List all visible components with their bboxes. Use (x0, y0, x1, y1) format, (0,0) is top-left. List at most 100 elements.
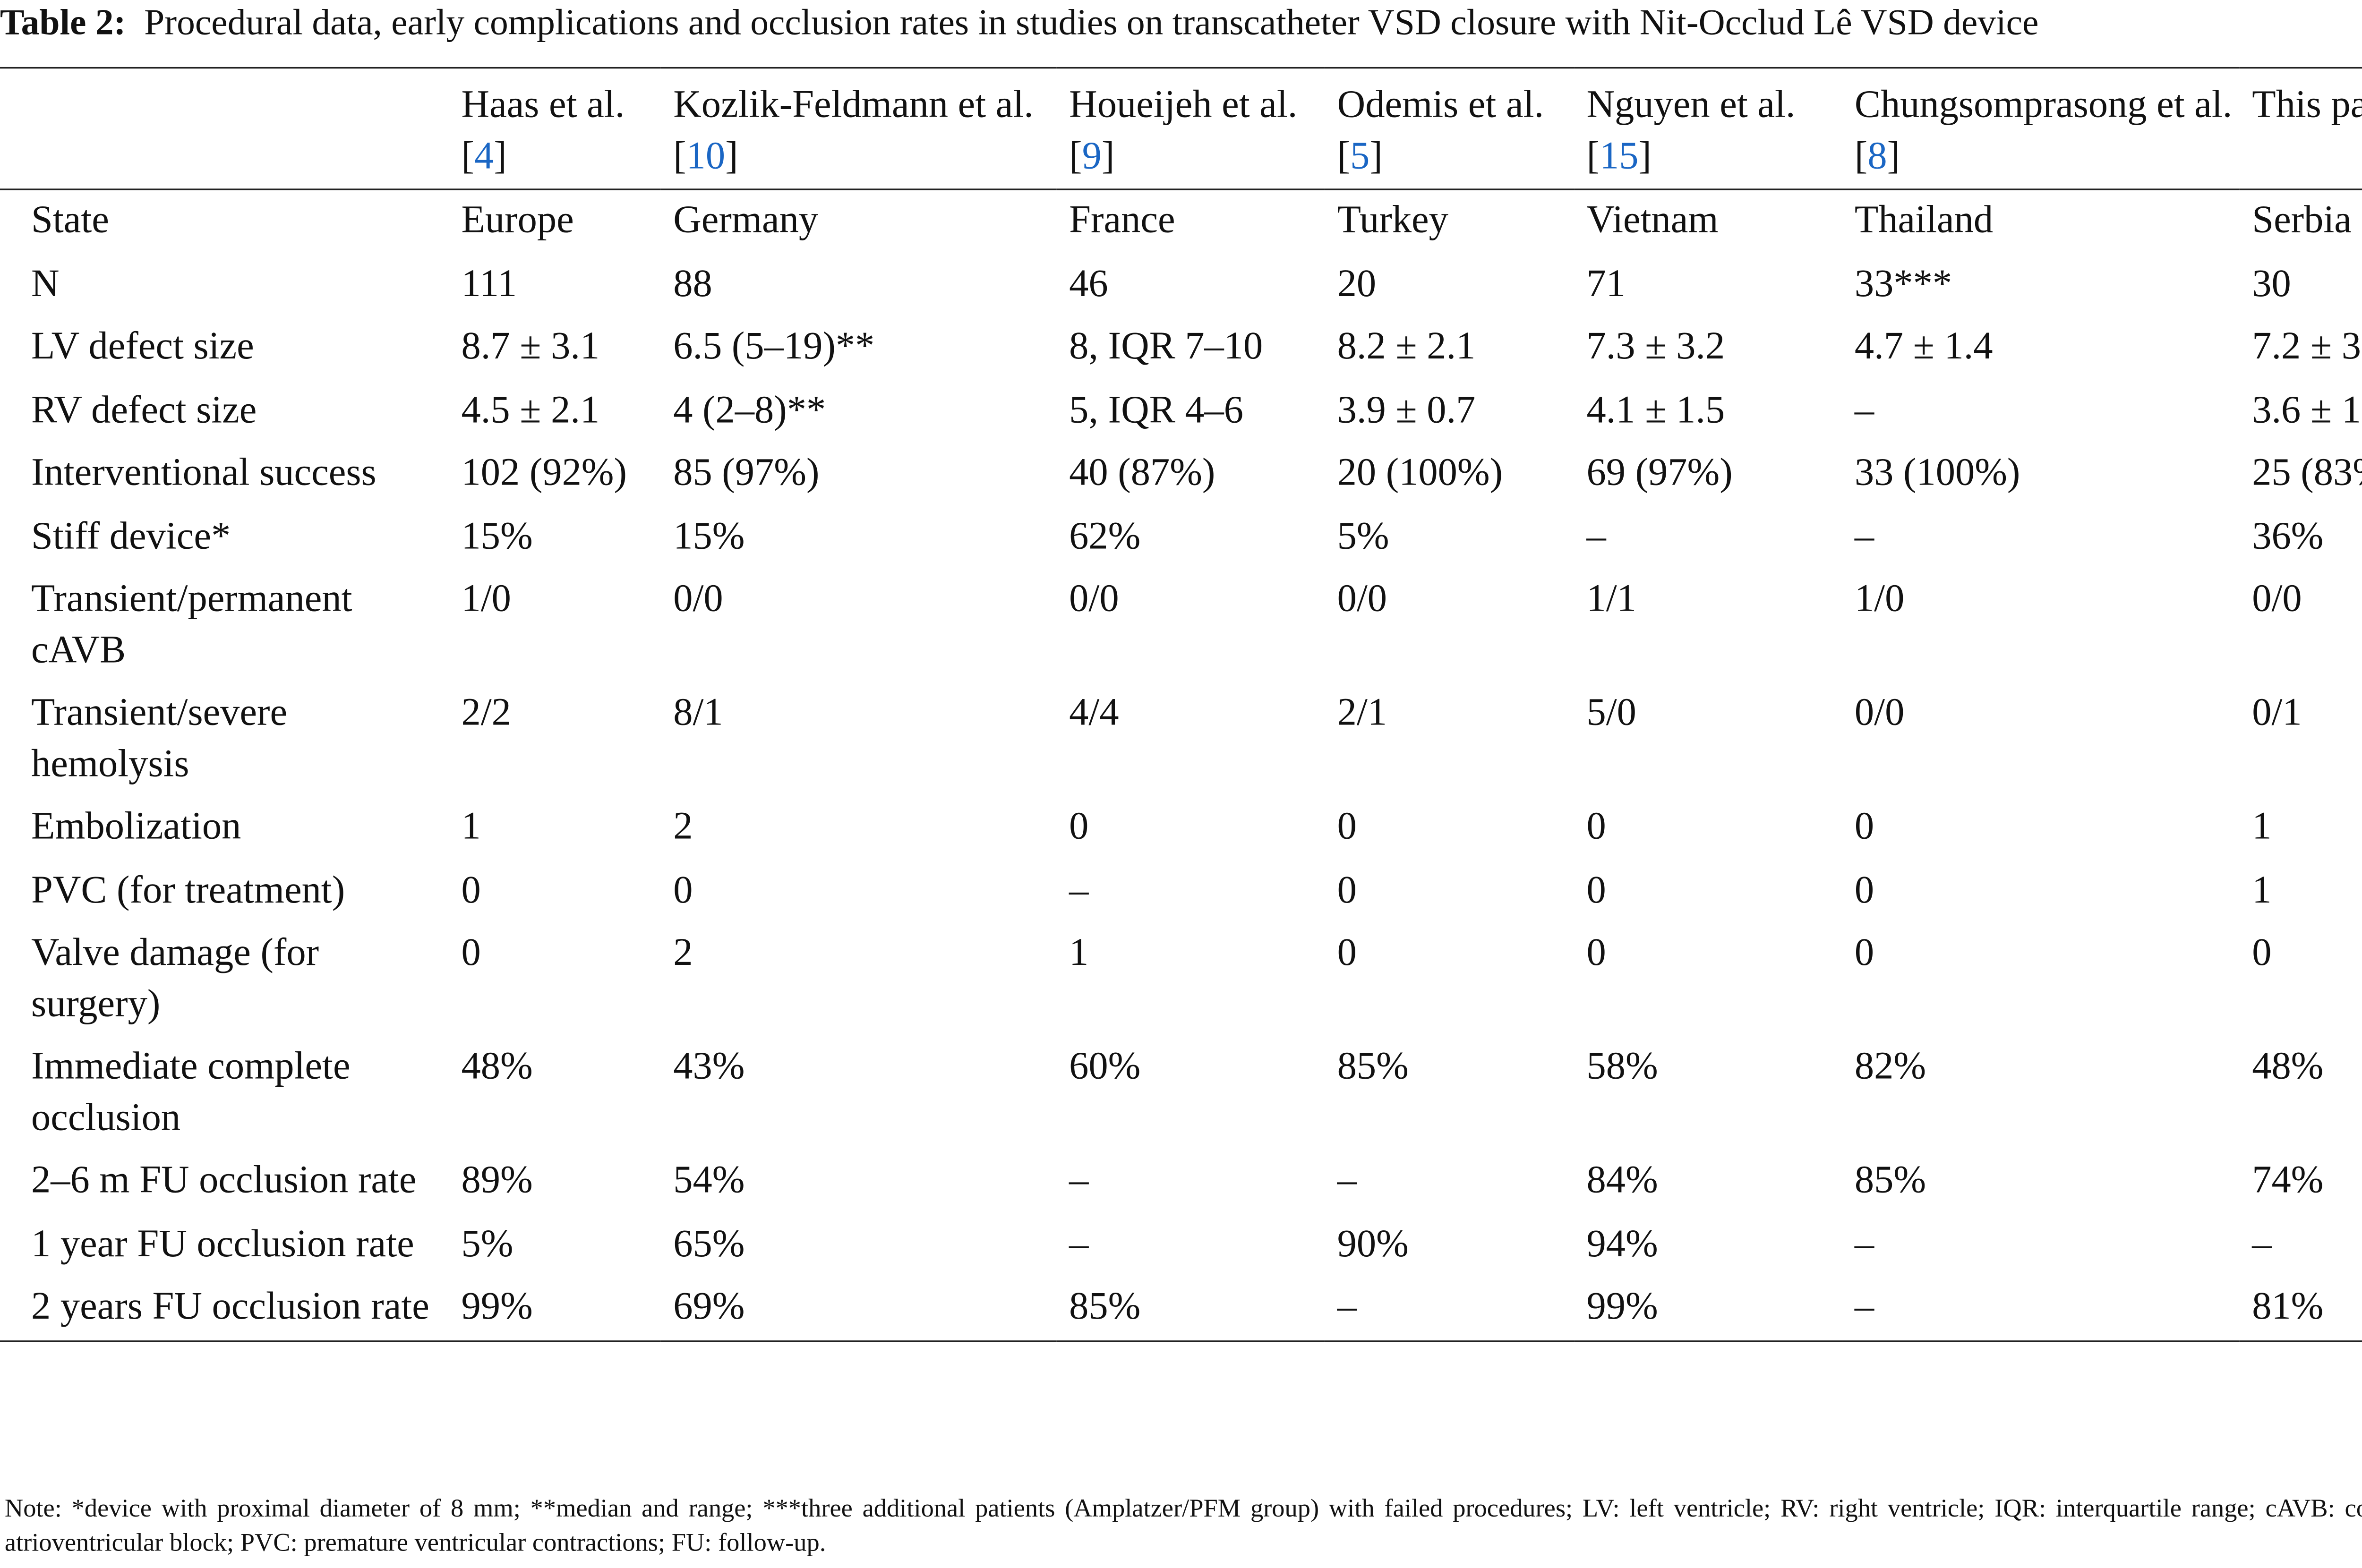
header-text: ] (1638, 135, 1652, 177)
table-row: 1 year FU occlusion rate 5% 65% – 90% 94% – – (0, 1213, 2362, 1277)
row-label: Immediate complete occlusion (31, 1046, 351, 1139)
table-cell: 40 (87%) (1069, 452, 1215, 494)
table-cell: 0 (461, 932, 481, 974)
table-row: State Europe Germany France Turkey Vietnam Tha… (0, 189, 2362, 253)
row-label: LV defect size (31, 325, 254, 368)
table-cell: 8/1 (673, 692, 723, 734)
table-cell: 85% (1337, 1046, 1409, 1088)
citation-link: 5 (1350, 135, 1370, 177)
table-body: State Europe Germany France Turkey Vietnam Tha… (0, 189, 2362, 1341)
row-label: Transient/severe hemolysis (31, 692, 288, 785)
table-cell: 5% (461, 1223, 513, 1265)
row-label: 2–6 m FU occlusion rate (31, 1159, 417, 1202)
table-cell: 33*** (1854, 263, 1952, 305)
table-cell: 65% (673, 1223, 745, 1265)
table-row: 2 years FU occlusion rate 99% 69% 85% – 99% – 8… (0, 1277, 2362, 1340)
table-cell: Turkey (1337, 199, 1448, 242)
table-cell: 99% (461, 1286, 533, 1328)
table-cell: 33 (100%) (1854, 452, 2020, 494)
table-cell: 111 (461, 263, 517, 305)
row-label: 2 years FU occlusion rate (31, 1286, 429, 1328)
data-table: Haas et al. [4] Kozlik-Feldmann et al. [1… (0, 67, 2362, 1341)
table-cell: 1/1 (1586, 578, 1636, 621)
table-cell: – (1586, 515, 1606, 557)
table-cell: 0/0 (1069, 578, 1119, 621)
table-cell: 71 (1586, 263, 1626, 305)
table-cell: 5, IQR 4–6 (1069, 389, 1244, 431)
table-caption: Table 2: Procedural data, early complica… (0, 3, 2362, 45)
header-cell: Haas et al. [4] (449, 68, 661, 189)
table-cell: Thailand (1854, 199, 1994, 242)
row-label: Interventional success (31, 452, 377, 494)
table-cell: 74% (2252, 1159, 2324, 1202)
table-cell: – (1337, 1286, 1357, 1328)
table-cell: 0/0 (673, 578, 723, 621)
table-cell: 60% (1069, 1046, 1141, 1088)
citation-link: 8 (1867, 135, 1887, 177)
table-row: N 111 88 46 20 71 33*** 30 (0, 253, 2362, 316)
table-cell: 62% (1069, 515, 1141, 557)
header-cell: This paper (2240, 68, 2362, 189)
header-text: This paper (2252, 84, 2362, 127)
table-cell: 7.2 ± 3.4 (2252, 325, 2362, 368)
table-cell: 88 (673, 263, 712, 305)
table-cell: 0 (1069, 806, 1089, 848)
table-cell: 4/4 (1069, 692, 1119, 734)
table-cell: 15% (461, 515, 533, 557)
table-cell: 0 (1586, 869, 1606, 911)
table-cell: – (1069, 1159, 1089, 1202)
table-cell: 0 (1586, 806, 1606, 848)
table-cell: 89% (461, 1159, 533, 1202)
table-cell: 99% (1586, 1286, 1658, 1328)
table-cell: 1 (1069, 932, 1089, 974)
table-cell: 85% (1069, 1286, 1141, 1328)
table-row: Transient/permanent cAVB 1/0 0/0 0/0 0/0 1/1 1… (0, 569, 2362, 683)
table-cell: – (1854, 1223, 1874, 1265)
table-cell: 2 (673, 932, 693, 974)
table-header: Haas et al. [4] Kozlik-Feldmann et al. [1… (0, 68, 2362, 189)
table-cell: 0/0 (2252, 578, 2302, 621)
header-text: Chungsomprasong et al. [ (1854, 84, 2233, 177)
table-cell: 4.5 ± 2.1 (461, 389, 600, 431)
table-cell: 0 (2252, 932, 2272, 974)
table-cell: 1/0 (1854, 578, 1905, 621)
header-text: Houeijeh et al. [ (1069, 84, 1298, 177)
table-cell: 0 (1854, 869, 1874, 911)
row-label: Valve damage (for surgery) (31, 932, 319, 1025)
header-text: Nguyen et al. [ (1586, 84, 1796, 177)
table-cell: 0 (1337, 806, 1357, 848)
table-cell: 0/0 (1337, 578, 1387, 621)
table-cell: 8.7 ± 3.1 (461, 325, 600, 368)
table-cell: 0 (1586, 932, 1606, 974)
header-text: ] (494, 135, 507, 177)
table-cell: 46 (1069, 263, 1108, 305)
table-cell: 0/1 (2252, 692, 2302, 734)
header-cell: Houeijeh et al. [9] (1057, 68, 1325, 189)
table-cell: 4 (2–8)** (673, 389, 826, 431)
table-cell: – (1069, 869, 1089, 911)
citation-link: 9 (1082, 135, 1102, 177)
header-cell: Chungsomprasong et al. [8] (1842, 68, 2240, 189)
table-cell: 6.5 (5–19)** (673, 325, 875, 368)
table-cell: 69% (673, 1286, 745, 1328)
header-cell: Odemis et al. [5] (1325, 68, 1574, 189)
citation-link: 10 (686, 135, 726, 177)
header-text: ] (1101, 135, 1115, 177)
table-cell: 0/0 (1854, 692, 1905, 734)
table-row: Interventional success 102 (92%) 85 (97%) 4… (0, 443, 2362, 506)
table-row: Stiff device* 15% 15% 62% 5% – – 36% (0, 506, 2362, 569)
header-text: ] (1369, 135, 1383, 177)
row-label: 1 year FU occlusion rate (31, 1223, 414, 1265)
table-row: Transient/severe hemolysis 2/2 8/1 4/4 2/1 5/… (0, 682, 2362, 796)
table-cell: 1 (2252, 806, 2272, 848)
table-cell: – (1854, 1286, 1874, 1328)
table-cell: 82% (1854, 1046, 1926, 1088)
table-cell: 0 (1337, 869, 1357, 911)
table-cell: – (1337, 1159, 1357, 1202)
table-cell: – (2252, 1223, 2272, 1265)
table-cell: 3.9 ± 0.7 (1337, 389, 1476, 431)
table-cell: 8.2 ± 2.1 (1337, 325, 1476, 368)
row-label: PVC (for treatment) (31, 869, 345, 911)
row-label: N (31, 263, 60, 305)
